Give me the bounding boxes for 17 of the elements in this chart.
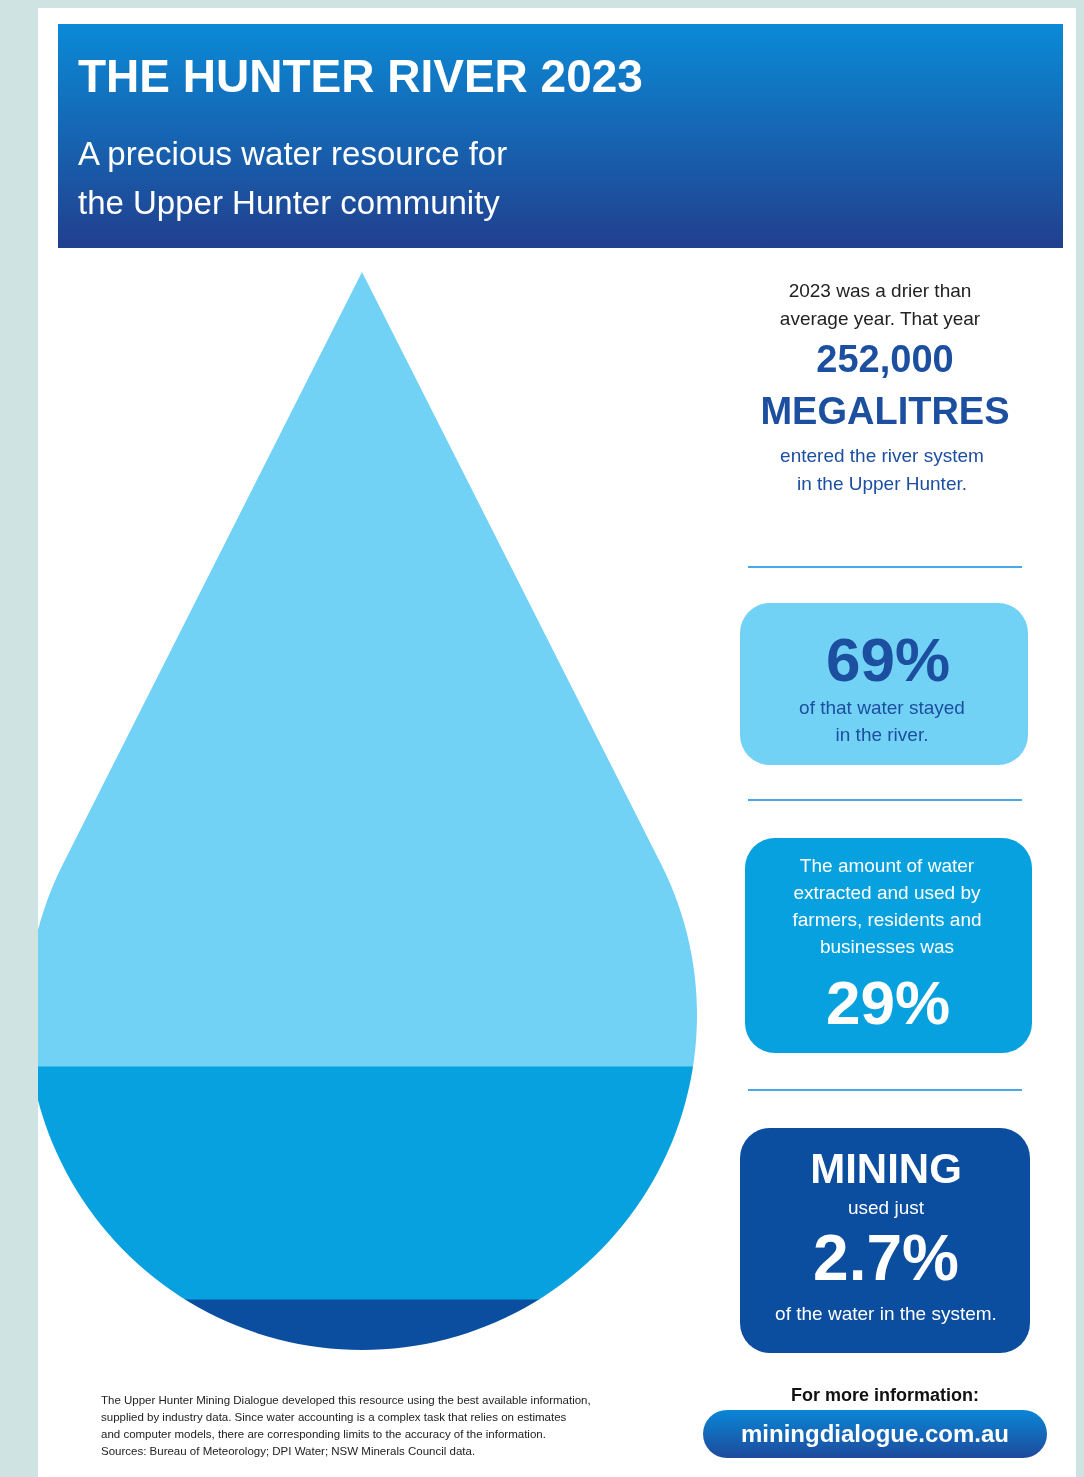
text: The Upper Hunter Mining Dialogue developed this resource using the best available information, supplied by industry data. Since water accounting is a complex task that relies on estimates and computer models, there are corresponding limits to the accuracy of the information. [101, 1394, 591, 1440]
data-label: 2.7% [813, 1222, 959, 1294]
text: of that water stayed in the river. [799, 697, 965, 745]
text: A precious water resource for the Upper Hunter community [78, 135, 508, 221]
text: MINING [810, 1145, 962, 1192]
text: The amount of water extracted and used by farmers, residents and businesses was [792, 855, 982, 957]
text: used just [847, 1197, 925, 1218]
text: of the water in the system. [775, 1303, 997, 1324]
text: THE HUNTER RIVER 2023 [78, 50, 643, 102]
text: 252,000 MEGALITRES [760, 338, 1010, 432]
source-note: Sources: Bureau of Meteorology; DPI Water; NSW Minerals Council data. [101, 1445, 476, 1457]
data-label: 29% [825, 968, 951, 1037]
text: 2023 was a drier than average year. That year [779, 280, 981, 329]
text: entered the river system in the Upper Hunter. [780, 445, 984, 494]
data-label: 69% [825, 625, 951, 694]
text: miningdialogue.com.au [740, 1420, 1010, 1447]
text: For more information: [791, 1385, 979, 1405]
